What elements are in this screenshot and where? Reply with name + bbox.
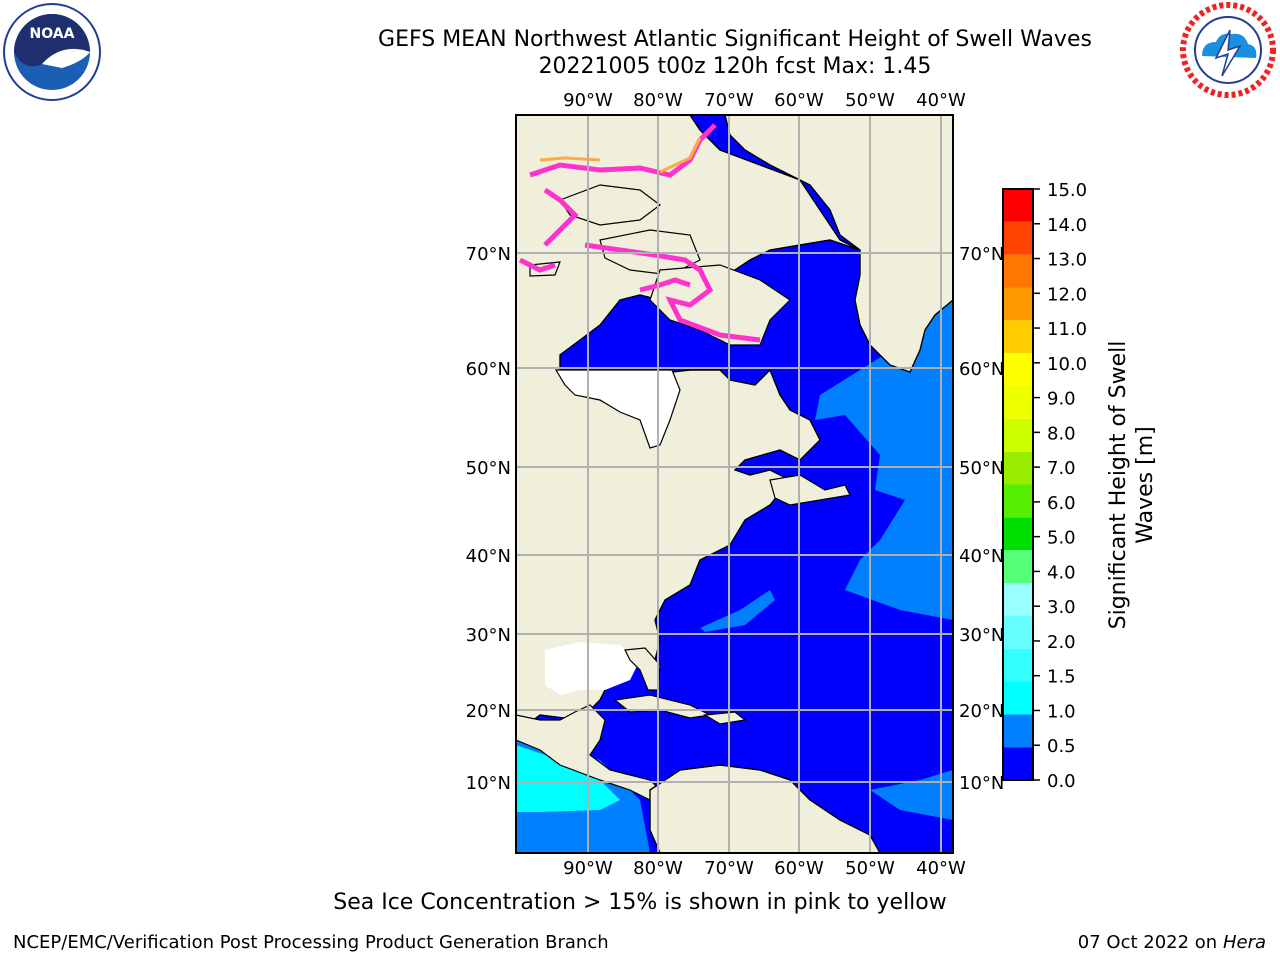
land-newfoundland <box>769 474 851 506</box>
sea-ice-note: Sea Ice Concentration > 15% is shown in … <box>333 890 947 915</box>
footer-credit: NCEP/EMC/Verification Post Processing Pr… <box>13 932 609 953</box>
lon-label-bottom: 40°W <box>916 858 966 879</box>
swell-area-mid <box>700 590 775 632</box>
colorbar-swatch <box>1003 189 1033 222</box>
lon-label-top: 60°W <box>774 90 824 111</box>
colorbar-tick-label: 5.0 <box>1047 528 1076 549</box>
footer-date-text: 07 Oct 2022 on <box>1077 932 1223 953</box>
colorbar-tick-label: 14.0 <box>1047 215 1087 236</box>
land-greenland <box>724 115 953 373</box>
nws-logo-icon <box>1180 2 1276 98</box>
colorbar-tick-label: 8.0 <box>1047 423 1076 444</box>
colorbar-tick-label: 3.0 <box>1047 597 1076 618</box>
swell-area-mid <box>815 300 953 620</box>
colorbar-tick-label: 1.5 <box>1047 667 1076 688</box>
lon-label-bottom: 70°W <box>704 858 754 879</box>
map-frame <box>515 114 954 854</box>
map-title: GEFS MEAN Northwest Atlantic Significant… <box>378 27 1092 52</box>
colorbar-tick-label: 15.0 <box>1047 180 1087 201</box>
colorbar-tick-label: 7.0 <box>1047 458 1076 479</box>
colorbar-tick-label: 2.0 <box>1047 632 1076 653</box>
colorbar-swatch <box>1003 287 1033 321</box>
lon-label-top: 50°W <box>845 90 895 111</box>
colorbar-label-line: Waves [m] <box>1133 426 1158 543</box>
colorbar-tick-label: 1.0 <box>1047 701 1076 722</box>
colorbar-swatch <box>1003 484 1033 518</box>
lat-label-left: 50°N <box>466 458 511 479</box>
lat-label-right: 30°N <box>959 625 1004 646</box>
lat-label-left: 60°N <box>466 359 511 380</box>
lon-label-top: 80°W <box>633 90 683 111</box>
lat-label-right: 20°N <box>959 701 1004 722</box>
colorbar-tick-label: 11.0 <box>1047 319 1087 340</box>
footer-host: Hera <box>1222 932 1266 953</box>
colorbar-tick-label: 6.0 <box>1047 493 1076 514</box>
colorbar-label-line: Significant Height of Swell <box>1106 341 1131 630</box>
colorbar-swatch <box>1003 221 1033 255</box>
colorbar-swatch <box>1003 583 1033 616</box>
noaa-logo-text: NOAA <box>30 26 75 42</box>
swell-area-cyan <box>516 745 620 812</box>
colorbar-frame <box>1002 188 1034 781</box>
lon-label-bottom: 80°W <box>633 858 683 879</box>
colorbar: 0.0 0.5 1.0 1.5 2.0 3.0 4.0 5.0 6.0 7.0 8.0 9.0 10.0… <box>1002 180 1087 792</box>
colorbar-tick-label: 4.0 <box>1047 562 1076 583</box>
colorbar-tick-label: 10.0 <box>1047 354 1087 375</box>
land-cuba <box>613 694 712 719</box>
colorbar-swatch <box>1003 386 1033 419</box>
colorbar-swatch <box>1003 550 1033 583</box>
lat-label-right: 50°N <box>959 458 1004 479</box>
lon-label-bottom: 60°W <box>774 858 824 879</box>
lat-label-right: 40°N <box>959 546 1004 567</box>
colorbar-swatch <box>1003 714 1033 748</box>
lat-label-left: 20°N <box>466 701 511 722</box>
colorbar-swatch <box>1003 254 1033 288</box>
lat-label-left: 30°N <box>466 625 511 646</box>
map-subtitle: 20221005 t00z 120h fcst Max: 1.45 <box>538 54 932 79</box>
graticule <box>516 115 953 853</box>
lat-label-right: 70°N <box>959 244 1004 265</box>
colorbar-tick-label: 12.0 <box>1047 284 1087 305</box>
lon-label-top: 40°W <box>916 90 966 111</box>
colorbar-swatch <box>1003 615 1033 649</box>
lon-label-top: 90°W <box>563 90 613 111</box>
land-hispaniola <box>703 711 747 725</box>
colorbar-swatch <box>1003 353 1033 386</box>
colorbar-swatch <box>1003 517 1033 551</box>
lon-label-bottom: 50°W <box>845 858 895 879</box>
lat-label-right: 60°N <box>959 359 1004 380</box>
footer-date: 07 Oct 2022 on Hera <box>1078 932 1266 953</box>
colorbar-tick-label: 13.0 <box>1047 250 1087 271</box>
lat-label-left: 10°N <box>466 773 511 794</box>
colorbar-swatch <box>1003 451 1033 485</box>
colorbar-label: Significant Height of SwellWaves [m] <box>1106 341 1158 630</box>
colorbar-swatch <box>1003 320 1033 354</box>
colorbar-tick-label: 9.0 <box>1047 389 1076 410</box>
land-florida <box>624 647 661 691</box>
colorbar-swatch <box>1003 648 1033 682</box>
lat-label-left: 70°N <box>466 244 511 265</box>
gulf-of-mexico <box>545 642 640 695</box>
colorbar-tick-label: 0.0 <box>1047 771 1076 792</box>
lon-label-top: 70°W <box>704 90 754 111</box>
colorbar-swatch <box>1003 418 1033 452</box>
lat-label-left: 40°N <box>466 546 511 567</box>
lon-label-bottom: 90°W <box>563 858 613 879</box>
noaa-logo-icon: NOAA <box>3 3 101 101</box>
colorbar-swatch <box>1003 681 1033 715</box>
colorbar-swatch <box>1003 747 1033 780</box>
colorbar-tick-label: 0.5 <box>1047 736 1076 757</box>
lat-label-right: 10°N <box>959 773 1004 794</box>
